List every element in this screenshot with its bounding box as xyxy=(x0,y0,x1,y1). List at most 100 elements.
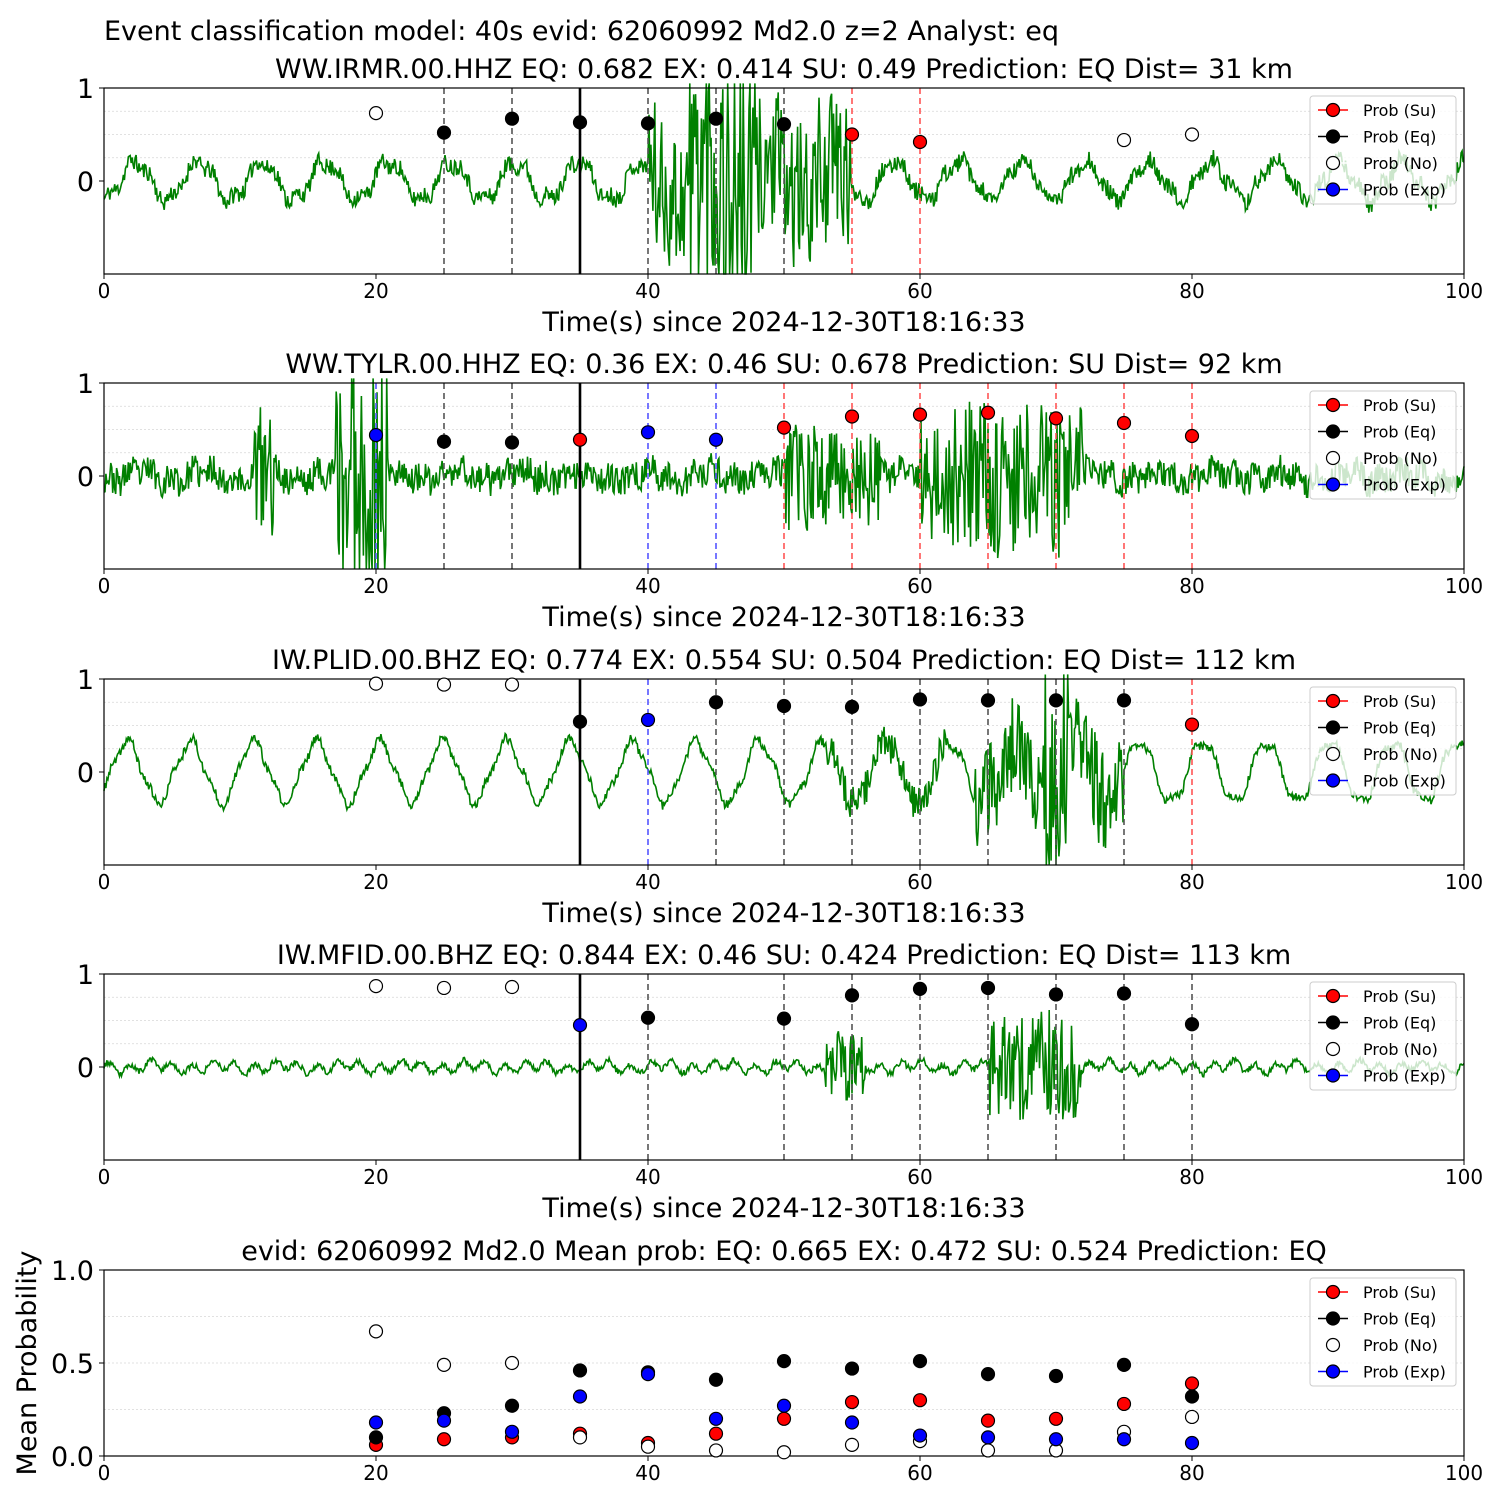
legend-label-su: Prob (Su) xyxy=(1363,692,1436,711)
legend-box xyxy=(1309,390,1457,500)
legend-label-exp: Prob (Exp) xyxy=(1363,1067,1446,1086)
prob-point-eq xyxy=(844,699,860,715)
prob-point-eq xyxy=(980,693,996,708)
prob-point-eq xyxy=(912,981,928,996)
mean-point-exp xyxy=(436,1413,452,1428)
x-axis-label: Time(s) since 2024-12-30T18:16:33 xyxy=(541,898,1025,929)
mean-point-no xyxy=(844,1437,860,1452)
figure-title: Event classification model: 40s evid: 62… xyxy=(104,16,1059,47)
legend-marker-eq xyxy=(1325,424,1341,439)
y-tick-label: 1 xyxy=(77,74,94,105)
mean-point-no xyxy=(980,1443,996,1458)
prob-point-exp xyxy=(640,425,656,440)
mean-point-eq xyxy=(1116,1357,1132,1372)
x-axis-label: Time(s) since 2024-12-30T18:16:33 xyxy=(541,602,1025,633)
y-tick-label: 1.0 xyxy=(51,1256,94,1287)
panel-2: WW.TYLR.00.HHZ EQ: 0.36 EX: 0.46 SU: 0.6… xyxy=(77,349,1483,633)
prob-point-su xyxy=(980,405,996,420)
legend-box xyxy=(1309,981,1457,1091)
prob-point-eq xyxy=(504,111,520,126)
prob-point-eq xyxy=(776,117,792,132)
mean-point-no xyxy=(504,1355,520,1371)
x-tick-label: 40 xyxy=(635,1165,660,1189)
x-tick-label: 60 xyxy=(907,574,932,598)
prob-point-no xyxy=(368,106,384,121)
y-tick-label: 0 xyxy=(77,462,94,493)
prob-point-no xyxy=(504,677,520,692)
legend-label-no: Prob (No) xyxy=(1363,1040,1438,1059)
legend-label-eq: Prob (Eq) xyxy=(1363,1310,1436,1329)
panel-title: IW.MFID.00.BHZ EQ: 0.844 EX: 0.46 SU: 0.… xyxy=(277,940,1291,971)
y-tick-label: 0 xyxy=(77,1053,94,1084)
x-tick-label: 80 xyxy=(1179,1165,1204,1189)
legend-marker-no xyxy=(1325,1041,1341,1057)
legend-label-eq: Prob (Eq) xyxy=(1363,423,1436,442)
mean-point-exp xyxy=(572,1389,588,1404)
legend-box xyxy=(1309,1277,1457,1387)
y-tick-label: 0 xyxy=(77,758,94,789)
x-tick-label: 20 xyxy=(363,1165,388,1189)
mean-point-exp xyxy=(640,1367,656,1382)
legend-marker-no xyxy=(1325,450,1341,466)
prob-point-su xyxy=(1184,428,1200,444)
legend-marker-su xyxy=(1325,102,1341,118)
prob-point-no xyxy=(436,677,452,692)
legend-marker-eq xyxy=(1325,1311,1341,1326)
prob-point-eq xyxy=(776,698,792,714)
mean-point-no xyxy=(640,1439,656,1454)
mean-point-exp xyxy=(844,1415,860,1430)
mean-point-exp xyxy=(1048,1432,1064,1447)
mean-point-eq xyxy=(776,1354,792,1369)
prob-point-su xyxy=(1048,411,1064,426)
mean-point-exp xyxy=(708,1411,724,1426)
legend-box xyxy=(1309,686,1457,796)
mean-point-eq xyxy=(844,1361,860,1376)
legend-marker-no xyxy=(1325,155,1341,171)
y-tick-label: 1 xyxy=(77,369,94,400)
prob-point-no xyxy=(504,979,520,995)
x-tick-label: 60 xyxy=(907,279,932,303)
legend-marker-exp xyxy=(1325,1364,1341,1379)
x-tick-label: 100 xyxy=(1445,1165,1483,1189)
legend: Prob (Su) Prob (Eq) Prob (No) Prob (Exp) xyxy=(1309,1277,1457,1387)
x-tick-label: 80 xyxy=(1179,870,1204,894)
mean-point-eq xyxy=(368,1430,384,1445)
prob-point-eq xyxy=(1048,693,1064,708)
mean-point-no xyxy=(776,1445,792,1460)
prob-point-exp xyxy=(368,427,384,443)
y-tick-label: 1 xyxy=(77,960,94,991)
x-tick-label: 20 xyxy=(363,279,388,303)
y-axis-label: Mean Probability xyxy=(12,1251,43,1476)
mean-point-exp xyxy=(1184,1435,1200,1451)
x-tick-label: 40 xyxy=(635,870,660,894)
x-tick-label: 40 xyxy=(635,279,660,303)
panel-5: evid: 62060992 Md2.0 Mean prob: EQ: 0.66… xyxy=(12,1236,1483,1485)
mean-point-eq xyxy=(1048,1368,1064,1384)
prob-point-su xyxy=(1184,717,1200,732)
prob-point-eq xyxy=(776,1011,792,1026)
prob-point-eq xyxy=(708,695,724,710)
mean-point-su xyxy=(1184,1376,1200,1391)
legend-label-exp: Prob (Exp) xyxy=(1363,476,1446,495)
panel-title: evid: 62060992 Md2.0 Mean prob: EQ: 0.66… xyxy=(241,1236,1327,1267)
y-tick-label: 1 xyxy=(77,665,94,696)
panels: WW.IRMR.00.HHZ EQ: 0.682 EX: 0.414 SU: 0… xyxy=(12,54,1483,1485)
prob-point-su xyxy=(1116,415,1132,431)
x-tick-label: 100 xyxy=(1445,574,1483,598)
prob-point-eq xyxy=(436,434,452,449)
x-tick-label: 20 xyxy=(363,1461,388,1485)
mean-point-exp xyxy=(912,1428,928,1443)
mean-point-eq xyxy=(980,1367,996,1382)
mean-point-exp xyxy=(1116,1432,1132,1447)
x-axis-label: Time(s) since 2024-12-30T18:16:33 xyxy=(541,307,1025,338)
waveform-trace xyxy=(103,674,1465,866)
prob-point-no xyxy=(436,980,452,996)
y-tick-label: 0 xyxy=(77,167,94,198)
legend-label-eq: Prob (Eq) xyxy=(1363,719,1436,738)
x-tick-label: 40 xyxy=(635,1461,660,1485)
x-tick-label: 100 xyxy=(1445,870,1483,894)
prob-point-no xyxy=(368,676,384,691)
mean-point-eq xyxy=(1184,1389,1200,1404)
prob-point-exp xyxy=(640,712,656,728)
